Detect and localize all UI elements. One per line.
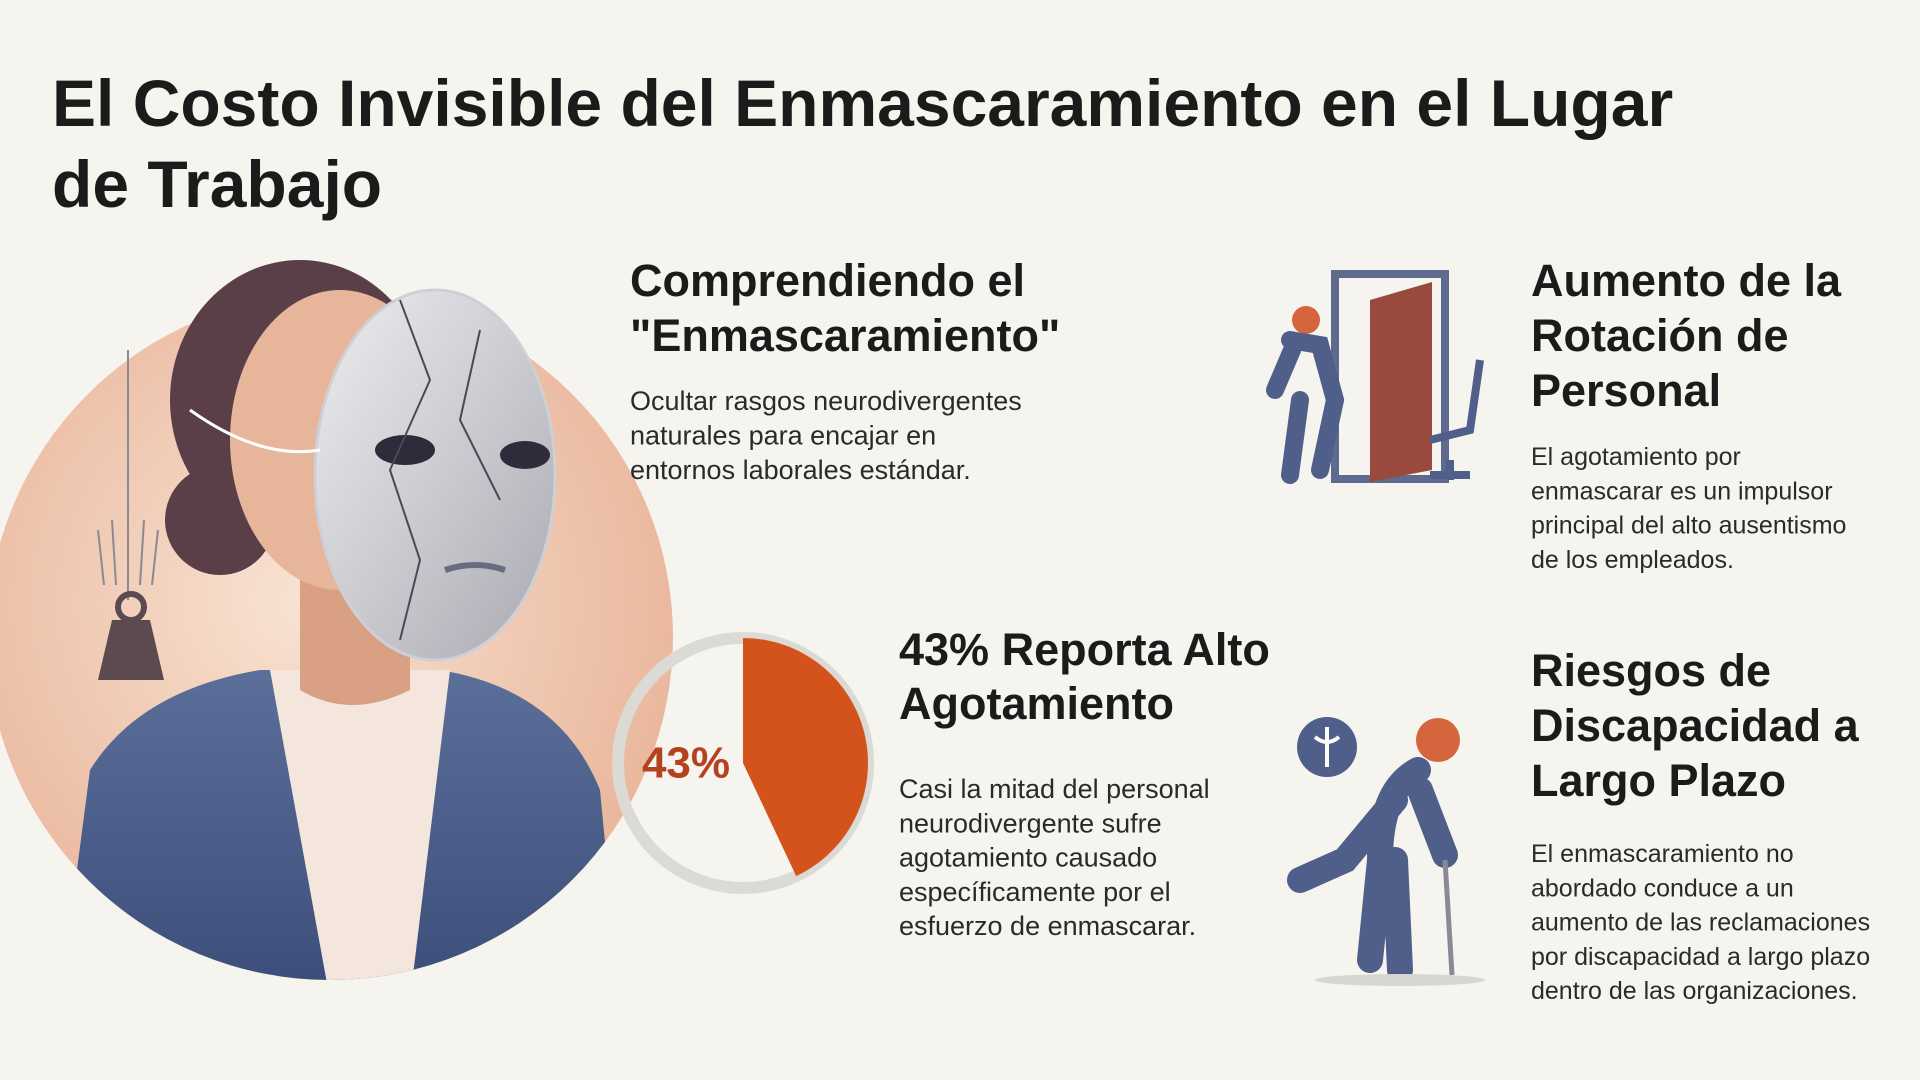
turnover-icon: [1266, 270, 1484, 484]
section-body: El enmascaramiento no: [1531, 840, 1794, 868]
section-body: esfuerzo de enmascarar.: [899, 911, 1196, 941]
section-body: por discapacidad a largo plazo: [1531, 943, 1870, 971]
section-body: específicamente por el: [899, 877, 1171, 907]
section-body: dentro de las organizaciones.: [1531, 977, 1858, 1005]
stat-donut: 43%: [612, 632, 874, 894]
section-heading: Aumento de la: [1531, 255, 1842, 306]
section-body: agotamiento causado: [899, 843, 1157, 873]
title-line: El Costo Invisible del Enmascaramiento e…: [52, 66, 1673, 140]
section-body: de los empleados.: [1531, 546, 1734, 574]
sections: Comprendiendo el"Enmascaramiento" Ocultar…: [630, 255, 1870, 1005]
section-body: Casi la mitad del personal: [899, 774, 1210, 804]
section-heading: Riesgos de: [1531, 645, 1771, 696]
section-heading: Rotación de: [1531, 310, 1789, 361]
section-body: El agotamiento por: [1531, 443, 1741, 471]
section-heading: Discapacidad a: [1531, 700, 1860, 751]
section-body: neurodivergente sufre: [899, 808, 1162, 838]
stat-label: 43%: [642, 739, 730, 788]
section-body: aumento de las reclamaciones: [1531, 909, 1870, 937]
section-heading: "Enmascaramiento": [630, 310, 1060, 361]
section-heading: Largo Plazo: [1531, 755, 1786, 806]
section-heading: 43% Reporta Alto: [899, 624, 1270, 675]
section-body: Ocultar rasgos neurodivergentes: [630, 386, 1022, 416]
section-heading: Agotamiento: [899, 678, 1174, 729]
section-heading: Comprendiendo el: [630, 255, 1025, 306]
illustration: [0, 260, 673, 980]
section-body: enmascarar es un impulsor: [1531, 477, 1833, 505]
section-body: principal del alto ausentismo: [1531, 512, 1846, 540]
donut-wedge: [743, 638, 869, 877]
section-body: naturales para encajar en: [630, 421, 936, 451]
section-body: entornos laborales estándar.: [630, 455, 971, 485]
section-body: abordado conduce a un: [1531, 874, 1794, 902]
disability-icon: [1287, 717, 1485, 986]
section-heading: Personal: [1531, 365, 1721, 416]
title: El Costo Invisible del Enmascaramiento e…: [52, 66, 1673, 221]
title-line: de Trabajo: [52, 147, 382, 221]
